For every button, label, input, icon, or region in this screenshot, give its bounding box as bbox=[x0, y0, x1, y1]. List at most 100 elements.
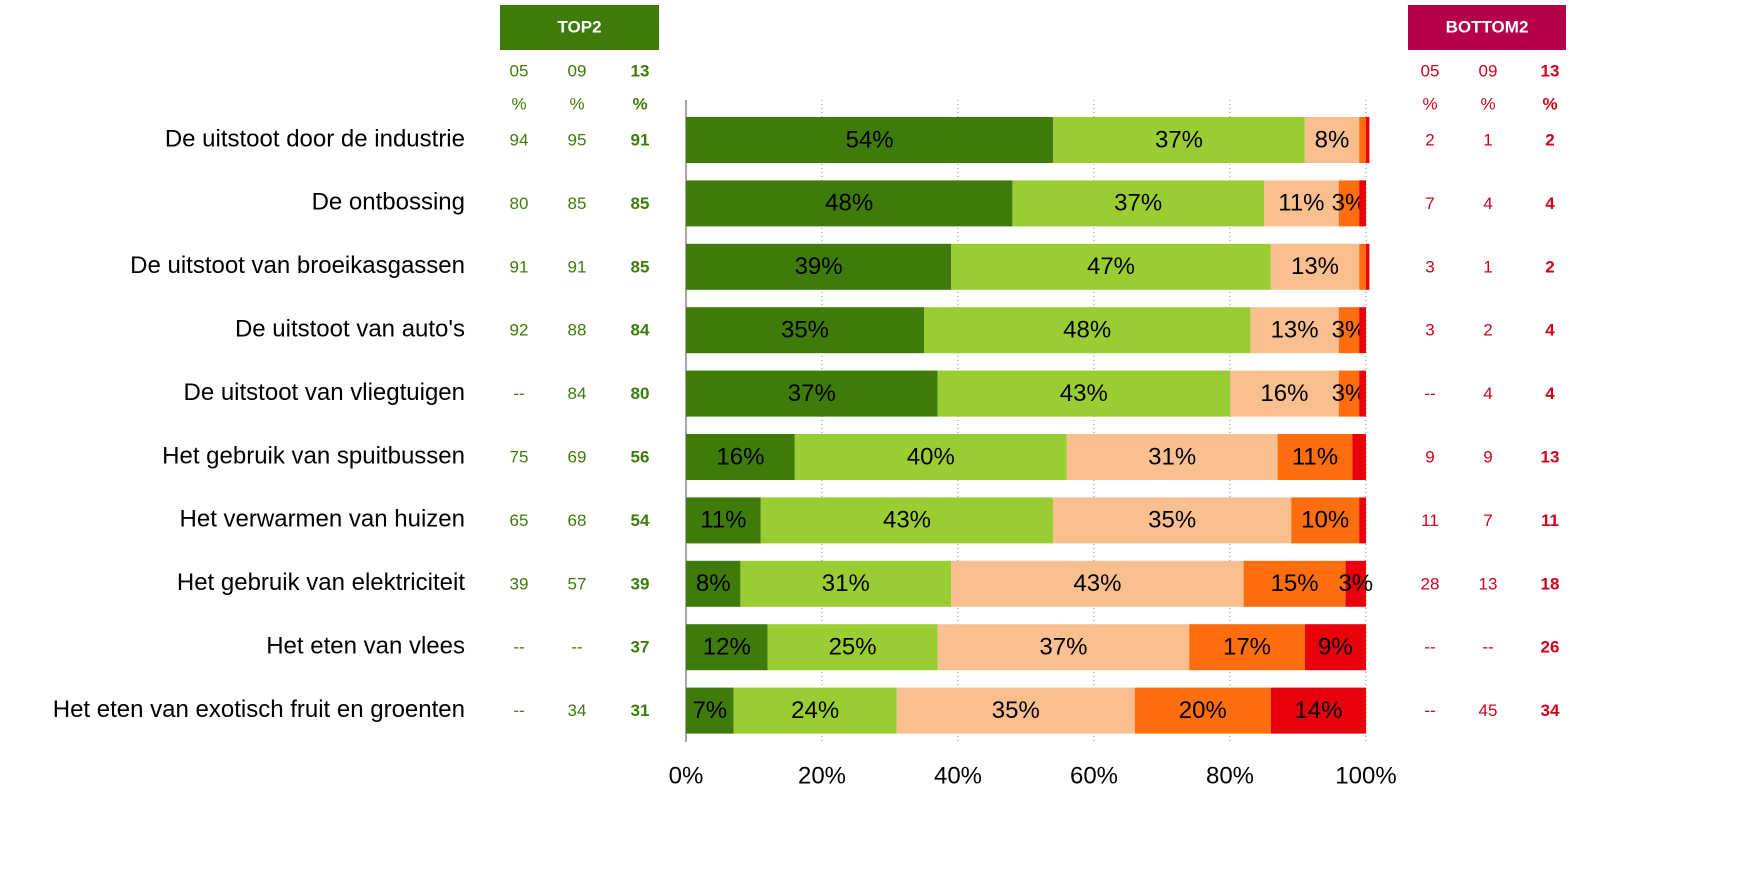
table-cell: 4 bbox=[1545, 384, 1555, 403]
table-cell: 56 bbox=[631, 447, 650, 466]
data-label: 37% bbox=[788, 380, 836, 407]
x-tick-label: 60% bbox=[1070, 762, 1118, 789]
x-tick-label: 100% bbox=[1335, 762, 1396, 789]
table-cell: -- bbox=[1424, 638, 1435, 657]
bar-segment bbox=[740, 560, 952, 607]
bar-segment bbox=[1359, 117, 1366, 163]
bar-segment bbox=[1230, 370, 1339, 417]
data-label: 54% bbox=[846, 126, 894, 153]
table-cell: -- bbox=[1424, 384, 1435, 403]
table-cell: -- bbox=[513, 638, 524, 657]
bar-segment bbox=[1291, 497, 1360, 544]
data-label: 10% bbox=[1301, 507, 1349, 534]
data-label: 31% bbox=[1148, 443, 1196, 470]
data-label: 48% bbox=[1063, 317, 1111, 344]
table-cell: 9 bbox=[1425, 447, 1434, 466]
column-header: 13 bbox=[631, 61, 650, 80]
table-title: TOP2 bbox=[557, 17, 601, 36]
category-label: De uitstoot van broeikasgassen bbox=[130, 252, 465, 279]
table-cell: 34 bbox=[568, 701, 587, 720]
bar-segment bbox=[1277, 434, 1353, 480]
table-cell: 57 bbox=[568, 574, 587, 593]
bar-segment bbox=[686, 307, 924, 354]
table-cell: 75 bbox=[510, 447, 529, 466]
data-label: 37% bbox=[1155, 126, 1203, 153]
data-label: 7% bbox=[692, 697, 727, 724]
data-label: 35% bbox=[1148, 507, 1196, 534]
table-cell: 3 bbox=[1425, 257, 1434, 276]
bar-segment bbox=[1134, 687, 1271, 734]
category-label: Het gebruik van spuitbussen bbox=[162, 442, 465, 469]
x-tick-label: 20% bbox=[798, 762, 846, 789]
table-cell: 85 bbox=[568, 194, 587, 213]
table-cell: 65 bbox=[510, 511, 529, 530]
bar-segment bbox=[1359, 307, 1366, 354]
table-cell: 4 bbox=[1483, 384, 1492, 403]
category-label: De uitstoot door de industrie bbox=[165, 125, 465, 152]
bar-segment bbox=[760, 497, 1054, 544]
data-label: 12% bbox=[703, 634, 751, 661]
bar-segment bbox=[686, 687, 734, 734]
bar-segment bbox=[1359, 180, 1366, 227]
data-label: 39% bbox=[795, 253, 843, 280]
table-cell: -- bbox=[1482, 638, 1493, 657]
bar-segment bbox=[937, 624, 1190, 671]
bar-segment bbox=[1264, 180, 1339, 227]
bar-segment bbox=[1366, 117, 1370, 163]
table-cell: 11 bbox=[1421, 511, 1439, 530]
bar-segment bbox=[951, 243, 1271, 290]
table-cell: 39 bbox=[631, 574, 650, 593]
data-label: 11% bbox=[700, 507, 746, 534]
table-cell: 13 bbox=[1541, 447, 1560, 466]
bar-segment bbox=[1012, 180, 1264, 227]
table-cell: 11 bbox=[1541, 511, 1559, 530]
data-label: 47% bbox=[1087, 253, 1135, 280]
table-cell: -- bbox=[513, 701, 524, 720]
data-label: 35% bbox=[992, 697, 1040, 724]
data-label: 35% bbox=[781, 317, 829, 344]
data-label: 31% bbox=[822, 570, 870, 597]
category-label: De uitstoot van vliegtuigen bbox=[183, 379, 465, 406]
table-cell: 95 bbox=[568, 130, 587, 149]
bar-segment bbox=[1338, 370, 1360, 417]
table-cell: 26 bbox=[1541, 638, 1560, 657]
bar-segment bbox=[1345, 560, 1366, 607]
bar-segment bbox=[686, 180, 1013, 227]
table-cell: 4 bbox=[1483, 194, 1492, 213]
data-label: 17% bbox=[1223, 634, 1271, 661]
table-cell: 4 bbox=[1545, 194, 1555, 213]
table-cell: 34 bbox=[1541, 701, 1560, 720]
table-cell: 7 bbox=[1483, 511, 1492, 530]
data-label: 43% bbox=[1073, 570, 1121, 597]
category-label: Het eten van vlees bbox=[266, 633, 465, 660]
category-label: Het eten van exotisch fruit en groenten bbox=[53, 696, 465, 723]
x-tick-label: 80% bbox=[1206, 762, 1254, 789]
table-cell: 69 bbox=[568, 447, 587, 466]
data-label: 3% bbox=[1338, 570, 1373, 597]
table-cell: -- bbox=[571, 638, 582, 657]
data-label: 8% bbox=[1315, 126, 1350, 153]
table-cell: -- bbox=[513, 384, 524, 403]
bar-segment bbox=[686, 117, 1054, 163]
data-label: 25% bbox=[829, 634, 877, 661]
column-unit: % bbox=[569, 94, 584, 113]
bar-segment bbox=[951, 560, 1244, 607]
bar-segment bbox=[1359, 497, 1366, 544]
category-label: De uitstoot van auto's bbox=[235, 316, 465, 343]
bar-segment bbox=[1053, 497, 1292, 544]
table-title: BOTTOM2 bbox=[1446, 17, 1529, 36]
data-label: 13% bbox=[1271, 317, 1319, 344]
data-label: 11% bbox=[1292, 443, 1338, 470]
table-cell: 9 bbox=[1483, 447, 1492, 466]
bar-segment bbox=[794, 434, 1067, 480]
column-unit: % bbox=[1480, 94, 1495, 113]
table-cell: 91 bbox=[510, 257, 529, 276]
table-cell: 80 bbox=[510, 194, 529, 213]
column-header: 13 bbox=[1541, 61, 1560, 80]
table-cell: 2 bbox=[1545, 130, 1554, 149]
data-label: 16% bbox=[1260, 380, 1308, 407]
data-label: 9% bbox=[1318, 634, 1353, 661]
table-cell: 7 bbox=[1425, 194, 1434, 213]
column-unit: % bbox=[1422, 94, 1437, 113]
table-cell: 1 bbox=[1483, 257, 1492, 276]
